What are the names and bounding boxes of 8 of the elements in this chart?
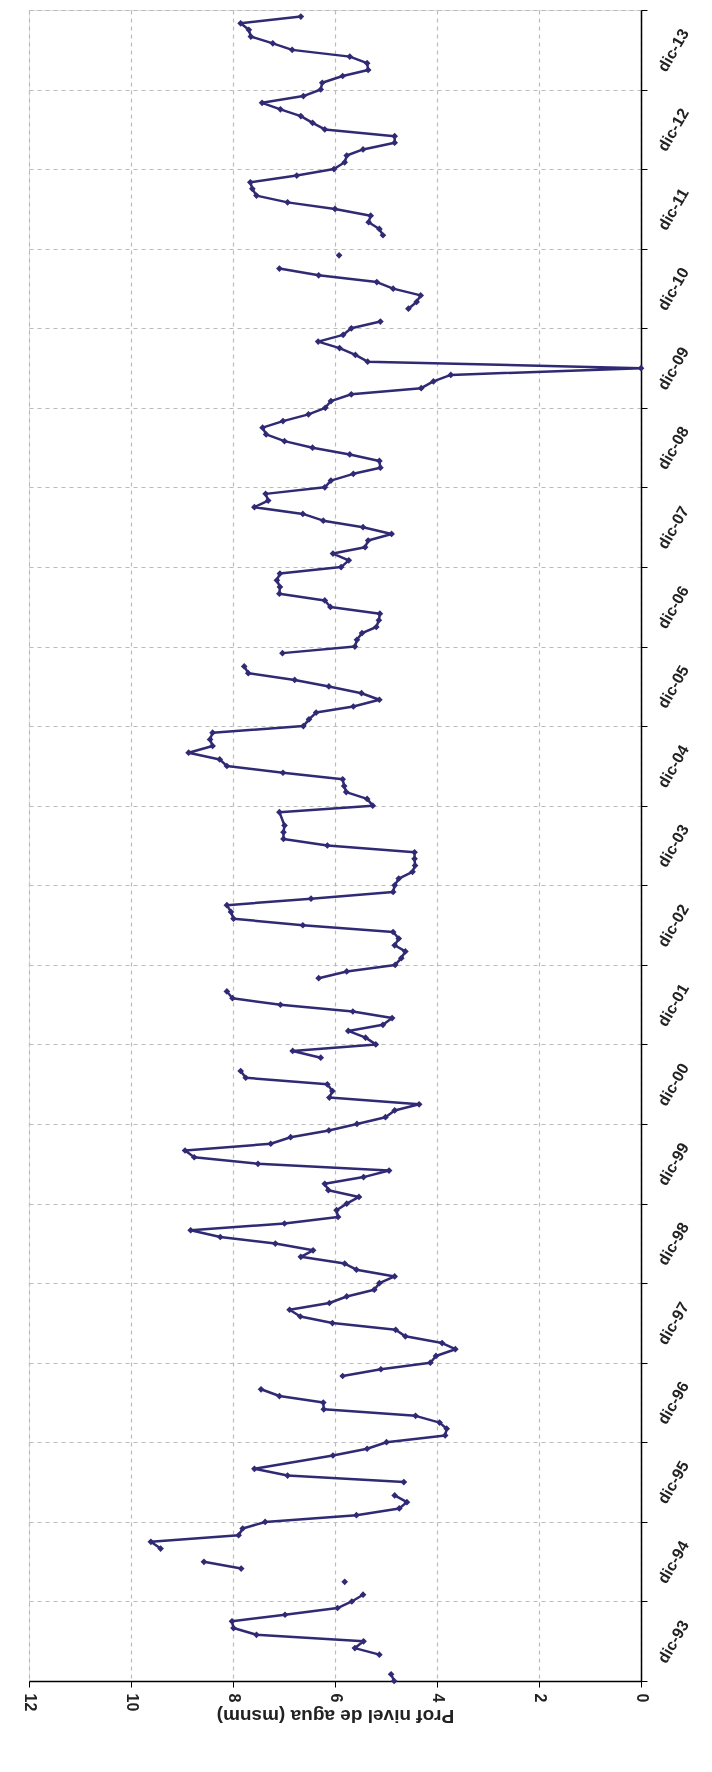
x-tick-label: 8 — [225, 1693, 243, 1703]
x-axis-title: Prof nivel de agua (msnm) — [216, 1706, 455, 1728]
x-tick-label: 6 — [327, 1693, 345, 1703]
x-tick-label: 4 — [429, 1693, 447, 1703]
x-tick-label: 0 — [633, 1693, 651, 1703]
x-tick-label: 10 — [123, 1693, 141, 1712]
x-tick-label: 12 — [21, 1693, 39, 1712]
x-tick-label: 2 — [531, 1693, 549, 1703]
